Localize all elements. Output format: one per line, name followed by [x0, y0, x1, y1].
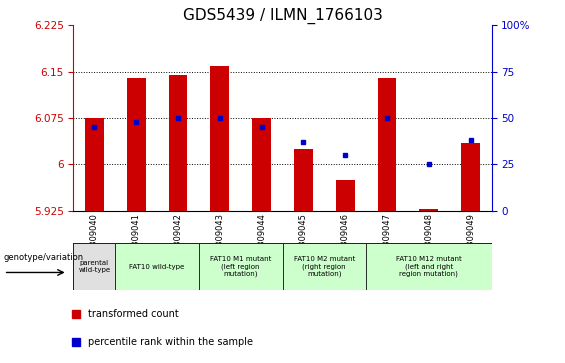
Bar [85, 118, 104, 211]
Bar [377, 78, 397, 211]
Bar [461, 143, 480, 211]
Bar [168, 75, 188, 211]
Bar [336, 180, 355, 211]
Text: parental
wild-type: parental wild-type [79, 260, 110, 273]
Bar [252, 118, 271, 211]
Bar [210, 65, 229, 211]
Title: GDS5439 / ILMN_1766103: GDS5439 / ILMN_1766103 [182, 8, 383, 24]
Text: FAT10 wild-type: FAT10 wild-type [129, 264, 185, 270]
Text: FAT10 M2 mutant
(right region
mutation): FAT10 M2 mutant (right region mutation) [294, 256, 355, 277]
FancyBboxPatch shape [73, 243, 492, 290]
Bar [127, 78, 146, 211]
Text: percentile rank within the sample: percentile rank within the sample [88, 337, 253, 347]
FancyBboxPatch shape [115, 243, 199, 290]
FancyBboxPatch shape [282, 243, 366, 290]
FancyBboxPatch shape [73, 243, 115, 290]
Bar [294, 149, 313, 211]
Bar [419, 209, 438, 211]
FancyBboxPatch shape [199, 243, 282, 290]
Text: FAT10 M1 mutant
(left region
mutation): FAT10 M1 mutant (left region mutation) [210, 256, 271, 277]
Text: FAT10 M12 mutant
(left and right
region mutation): FAT10 M12 mutant (left and right region … [396, 256, 462, 277]
Text: genotype/variation: genotype/variation [4, 253, 84, 262]
FancyBboxPatch shape [366, 243, 492, 290]
Text: transformed count: transformed count [88, 309, 179, 319]
